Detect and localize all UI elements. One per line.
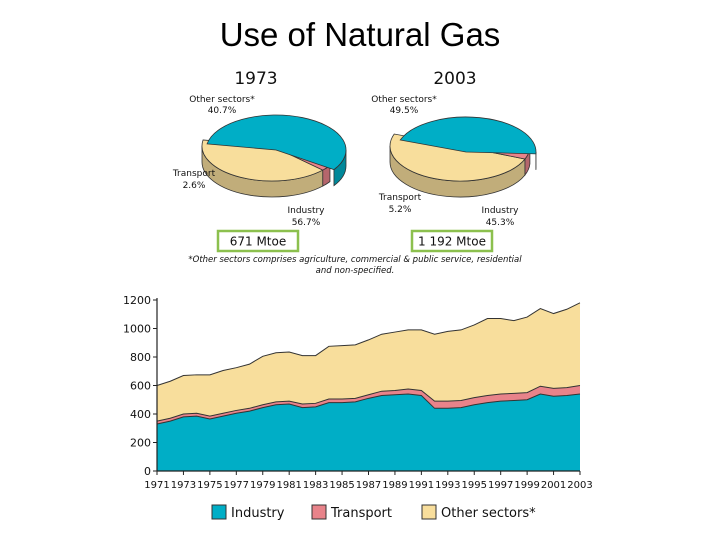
legend-label: Other sectors*	[441, 506, 536, 521]
legend-label: Transport	[330, 506, 392, 521]
page-title: Use of Natural Gas	[219, 16, 501, 53]
pie-year-label: 1973	[234, 69, 277, 89]
pie-slice-top	[389, 133, 526, 182]
x-tick-label: 1977	[224, 480, 249, 491]
x-tick-label: 1993	[435, 480, 460, 491]
x-tick-label: 1981	[276, 480, 301, 491]
area-line-other-sectors	[156, 302, 581, 386]
area-line-transport	[156, 385, 581, 422]
area-chart: 0 200 400 600 800 1000 1200 1971 1973 1975 1977 197…	[123, 294, 593, 491]
area-other-sectors	[157, 302, 580, 422]
pie-pct-industry: 45.3%	[486, 218, 515, 228]
y-tick-label: 0	[144, 465, 151, 478]
pie-2003: 2003 Other sectors*49.5% Transport 5.2% Indu…	[371, 69, 537, 253]
pie-pct-transport: 2.6%	[183, 181, 206, 191]
pie-1973: 1973 Other sectors*40.7% Transport 2.6% Indu…	[172, 69, 347, 253]
pie-total-box	[410, 229, 494, 253]
pie-label-industry: Industry	[287, 206, 325, 216]
legend-swatch	[311, 504, 327, 520]
pie-slice-top	[399, 116, 537, 155]
y-tick-label: 600	[130, 380, 151, 393]
x-tick-label: 1985	[329, 480, 354, 491]
pie-slice-industry	[399, 116, 537, 170]
legend-item-industry: Industry	[211, 504, 285, 521]
pie-label-other-sectors: Other sectors*	[189, 95, 255, 105]
pie-total-box	[216, 229, 300, 253]
area-transport	[157, 385, 580, 424]
chart-legend: Industry Transport Other sectors*	[211, 504, 536, 521]
pie-label-transport: Transport	[378, 193, 422, 203]
legend-item-other-sectors: Other sectors*	[421, 504, 536, 521]
footnote-line-2: and non-specified.	[316, 266, 395, 276]
y-tick-label: 200	[130, 437, 151, 450]
legend-item-transport: Transport	[311, 504, 392, 521]
x-tick-label: 1995	[462, 480, 487, 491]
y-tick-label: 1200	[123, 294, 151, 307]
pie-label-transport: Transport	[172, 169, 216, 179]
area-line-industry	[156, 393, 581, 425]
legend-swatch	[421, 504, 437, 520]
pie-total-label: 1 192 Mtoe	[418, 235, 486, 249]
x-tick-label: 1975	[197, 480, 222, 491]
x-tick-label: 1987	[356, 480, 381, 491]
area-industry	[157, 394, 580, 471]
pie-pct-industry: 56.7%	[292, 218, 321, 228]
y-tick-label: 1000	[123, 323, 151, 336]
x-tick-label: 1989	[382, 480, 407, 491]
pie-slice-top	[206, 114, 347, 171]
x-tick-label: 1971	[144, 480, 169, 491]
pie-slice-industry	[206, 114, 347, 187]
pie-label-industry: Industry	[481, 206, 519, 216]
x-tick-label: 2001	[541, 480, 566, 491]
legend-swatch	[211, 504, 227, 520]
pie-pct-transport: 5.2%	[389, 205, 412, 215]
x-tick-label: 1973	[171, 480, 196, 491]
y-tick-label: 400	[130, 408, 151, 421]
pie-label-other-sectors: Other sectors*	[371, 95, 437, 105]
pie-slice-top	[201, 139, 324, 182]
y-tick-label: 800	[130, 351, 151, 364]
x-tick-label: 2003	[567, 480, 592, 491]
x-tick-label: 1979	[250, 480, 275, 491]
x-tick-label: 1997	[488, 480, 513, 491]
pie-slice-other-sectors	[389, 133, 526, 198]
x-tick-label: 1983	[303, 480, 328, 491]
pie-pct-other-sectors: 40.7%	[208, 106, 237, 116]
pie-pct-other-sectors: 49.5%	[390, 106, 419, 116]
pie-total-label: 671 Mtoe	[230, 235, 287, 249]
x-tick-label: 1991	[409, 480, 434, 491]
pie-year-label: 2003	[433, 69, 476, 89]
footnote-line-1: *Other sectors comprises agriculture, co…	[188, 255, 522, 265]
x-tick-label: 1999	[514, 480, 539, 491]
legend-label: Industry	[231, 506, 285, 521]
